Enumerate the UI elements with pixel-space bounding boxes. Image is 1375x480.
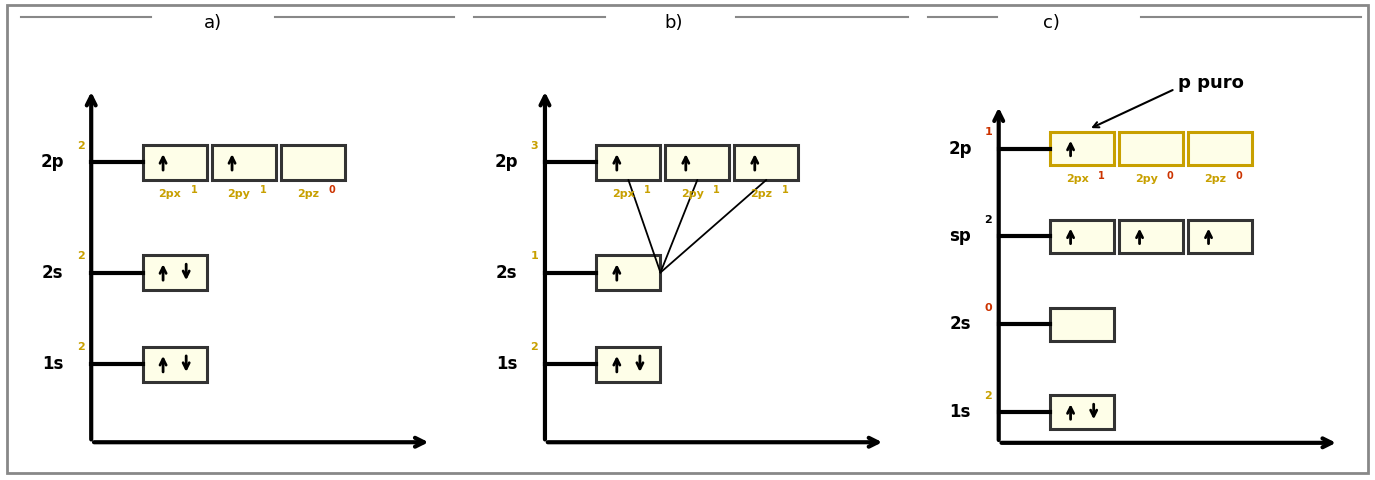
Text: 2py: 2py <box>1134 174 1158 184</box>
Text: 0: 0 <box>329 185 336 195</box>
Text: 2: 2 <box>531 342 538 352</box>
Text: 2s: 2s <box>950 315 971 333</box>
Text: 1s: 1s <box>496 355 517 373</box>
Bar <box>734 145 799 180</box>
Text: 1s: 1s <box>950 403 971 421</box>
Text: 2pz: 2pz <box>1204 174 1226 184</box>
Bar <box>1188 132 1253 165</box>
Bar <box>597 145 660 180</box>
Text: 2: 2 <box>77 342 84 352</box>
Text: 2p: 2p <box>949 140 972 157</box>
Text: 1: 1 <box>1099 170 1104 180</box>
Text: 1s: 1s <box>43 355 63 373</box>
Text: 2: 2 <box>984 391 991 401</box>
Text: 2: 2 <box>77 141 84 151</box>
Text: 0: 0 <box>984 303 991 313</box>
Bar <box>1119 220 1184 253</box>
Bar <box>143 347 206 382</box>
Text: 2px: 2px <box>158 189 182 199</box>
Bar <box>1050 308 1114 341</box>
Text: 1: 1 <box>984 127 991 137</box>
Bar <box>143 255 206 290</box>
Bar <box>143 145 206 180</box>
Text: 2px: 2px <box>612 189 635 199</box>
Text: a): a) <box>204 14 223 33</box>
Bar <box>597 255 660 290</box>
Text: 1: 1 <box>260 185 267 195</box>
Text: 1: 1 <box>714 185 720 195</box>
Bar <box>280 145 345 180</box>
Text: p puro: p puro <box>1178 74 1244 92</box>
Text: 2: 2 <box>984 215 991 225</box>
Text: 2: 2 <box>77 251 84 261</box>
Text: 2pz: 2pz <box>297 189 319 199</box>
Text: 1: 1 <box>782 185 789 195</box>
Text: 2s: 2s <box>496 264 517 282</box>
Text: 2s: 2s <box>43 264 63 282</box>
Text: 2p: 2p <box>41 154 65 171</box>
Text: 0: 0 <box>1167 170 1174 180</box>
Bar <box>1188 220 1253 253</box>
Bar <box>212 145 275 180</box>
Text: 1: 1 <box>645 185 650 195</box>
Bar <box>1050 396 1114 429</box>
Bar <box>597 347 660 382</box>
Text: c): c) <box>1044 14 1060 33</box>
Text: 1: 1 <box>531 251 538 261</box>
Text: b): b) <box>664 14 683 33</box>
Bar <box>666 145 729 180</box>
Bar <box>1119 132 1184 165</box>
Text: sp: sp <box>949 228 971 245</box>
Text: 0: 0 <box>1236 170 1243 180</box>
Bar <box>1050 132 1114 165</box>
Text: 2px: 2px <box>1066 174 1089 184</box>
Text: 2py: 2py <box>227 189 250 199</box>
Text: 2p: 2p <box>495 154 518 171</box>
Text: 2py: 2py <box>681 189 704 199</box>
Bar <box>1050 220 1114 253</box>
Text: 3: 3 <box>531 141 538 151</box>
Text: 1: 1 <box>191 185 197 195</box>
Text: 2pz: 2pz <box>751 189 773 199</box>
